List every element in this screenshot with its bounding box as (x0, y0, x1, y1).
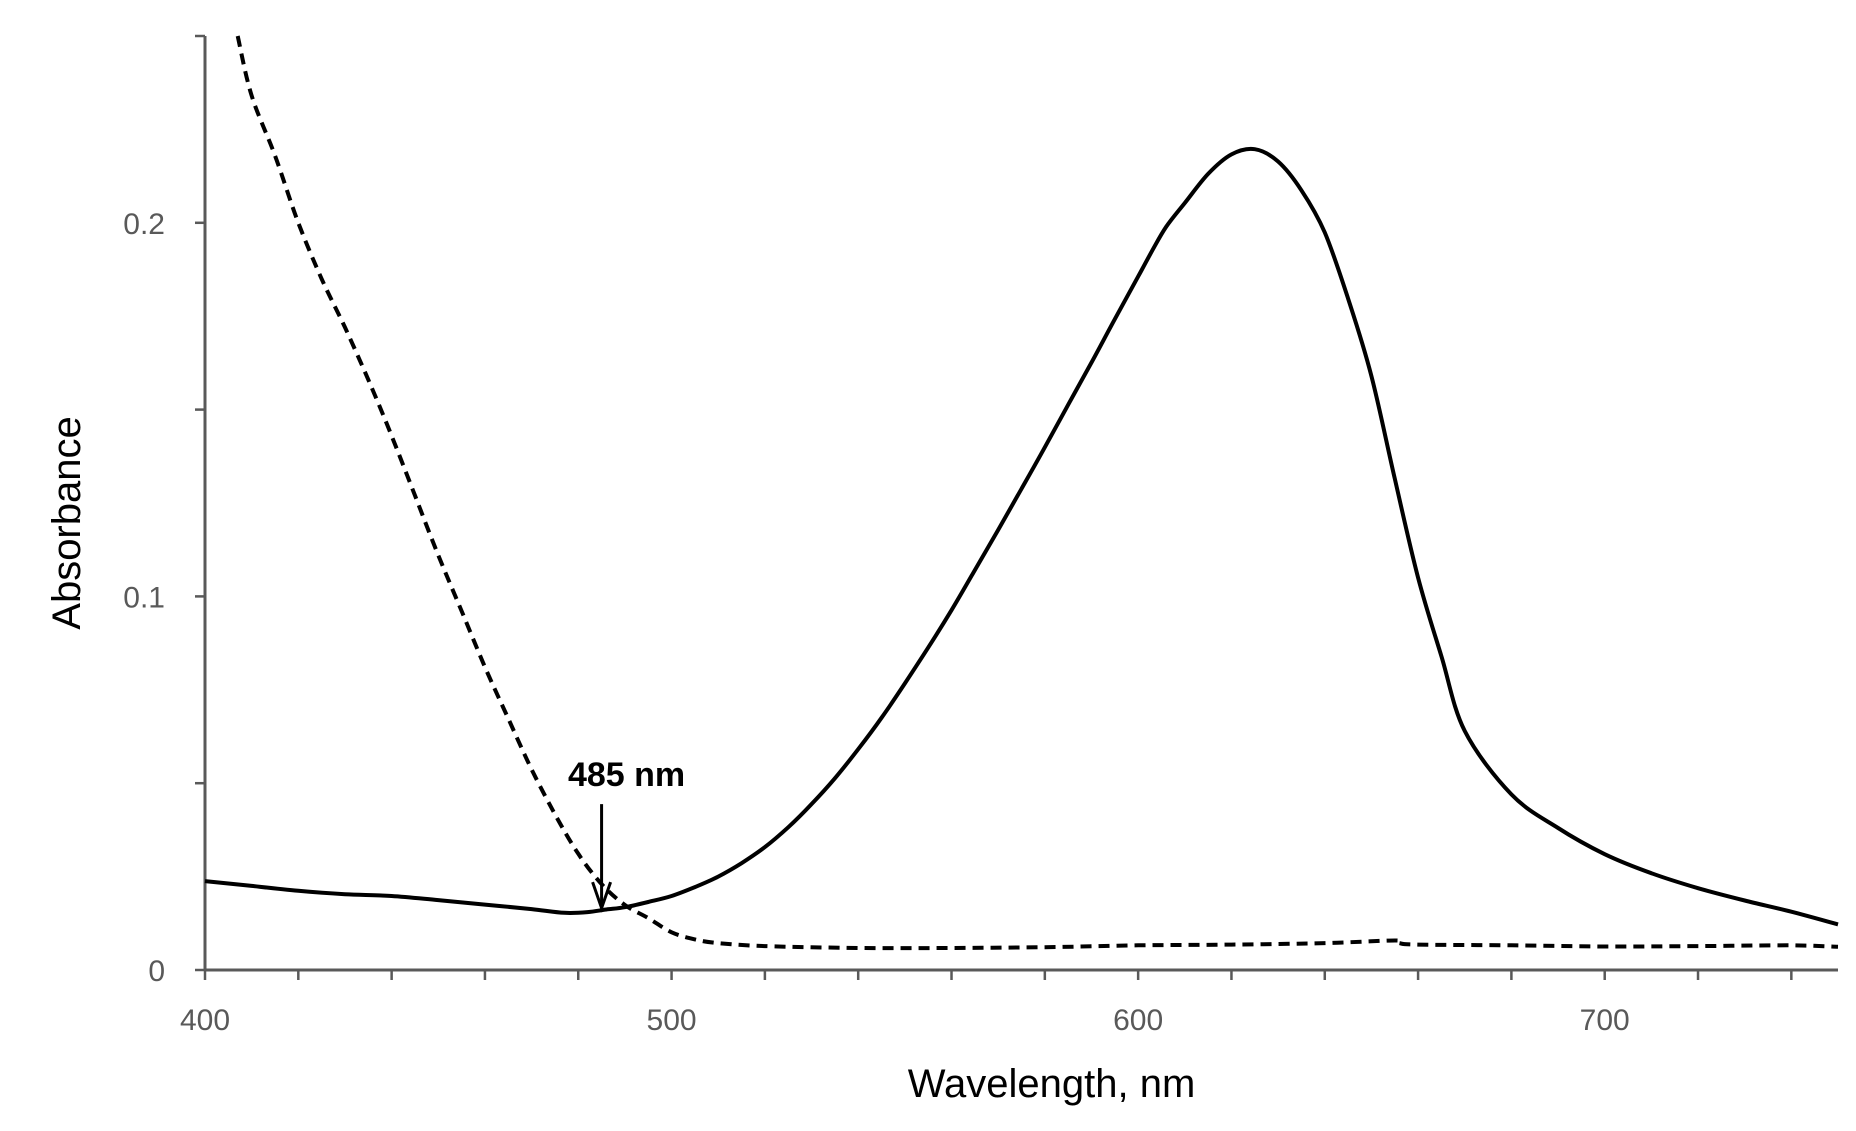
series-group (204, 35, 1839, 951)
y-tick-label: 0.1 (123, 581, 165, 614)
x-tick-label: 400 (180, 1004, 230, 1037)
annotation-arrow-head (591, 881, 613, 913)
annotation: 485 nm (568, 756, 685, 913)
solid-series-line (204, 146, 1839, 927)
x-tick-label: 600 (1113, 1004, 1163, 1037)
dashed-series-line (235, 35, 1839, 951)
y-tick-label: 0.2 (123, 208, 165, 241)
x-axis-title: Wavelength, nm (908, 1062, 1196, 1106)
x-axis: 400 500 600 700 (180, 968, 1838, 1037)
y-tick-label: 0 (148, 955, 165, 988)
y-axis-title: Absorbance (45, 416, 89, 629)
y-axis: 0 0.1 0.2 (123, 34, 207, 988)
x-tick-label: 500 (647, 1004, 697, 1037)
x-tick-label: 700 (1580, 1004, 1630, 1037)
annotation-label: 485 nm (568, 756, 685, 794)
